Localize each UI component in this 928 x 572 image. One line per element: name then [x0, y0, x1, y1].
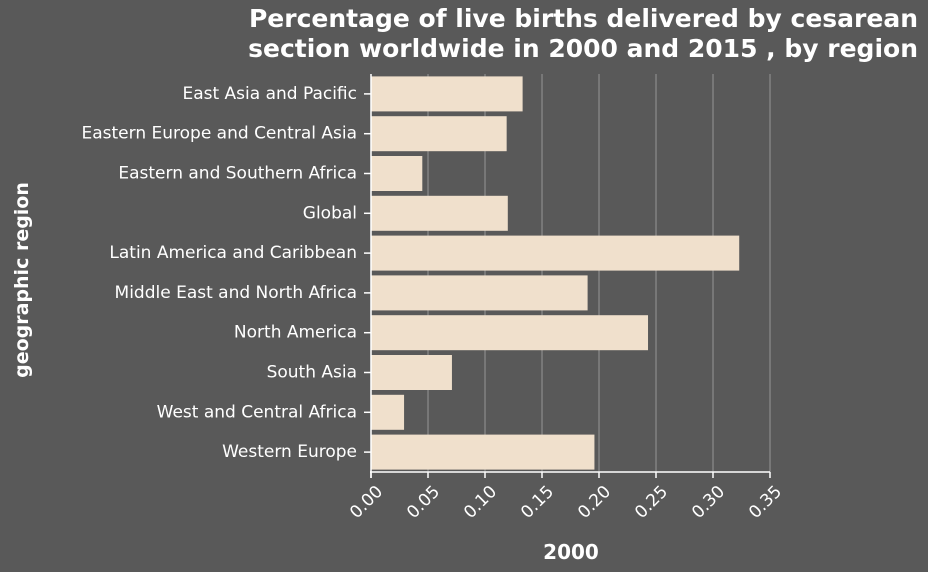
bar — [371, 76, 523, 112]
y-tick-label: Eastern Europe and Central Asia — [81, 124, 357, 144]
bar — [371, 275, 588, 311]
bar — [371, 355, 452, 390]
bar — [371, 235, 740, 271]
x-tick-label: 0.15 — [517, 482, 558, 523]
bar — [371, 394, 405, 430]
y-tick-label: Latin America and Caribbean — [109, 243, 357, 263]
x-tick-label: 0.30 — [688, 482, 729, 523]
y-tick-label: East Asia and Pacific — [182, 84, 357, 104]
bar — [371, 156, 423, 191]
x-tick-label: 0.20 — [574, 482, 615, 523]
bar — [371, 315, 649, 351]
bar — [371, 195, 508, 231]
y-tick-label: South Asia — [267, 363, 357, 383]
bar — [371, 116, 507, 152]
y-tick-label: Middle East and North Africa — [115, 283, 357, 303]
y-tick-label: West and Central Africa — [157, 402, 357, 422]
x-tick-label: 0.00 — [346, 482, 387, 523]
x-tick-label: 0.35 — [745, 482, 786, 523]
y-tick-label: Eastern and Southern Africa — [118, 164, 357, 184]
y-tick-label: North America — [234, 323, 357, 343]
chart-title: Percentage of live births delivered by c… — [248, 4, 918, 63]
x-tick-label: 0.05 — [403, 482, 444, 523]
y-tick-label: Global — [303, 203, 357, 223]
x-tick-label: 0.25 — [631, 482, 672, 523]
x-tick-label: 0.10 — [460, 482, 501, 523]
y-tick-label: Western Europe — [222, 442, 357, 462]
bar — [371, 434, 595, 470]
x-axis-label: 2000 — [543, 540, 599, 564]
